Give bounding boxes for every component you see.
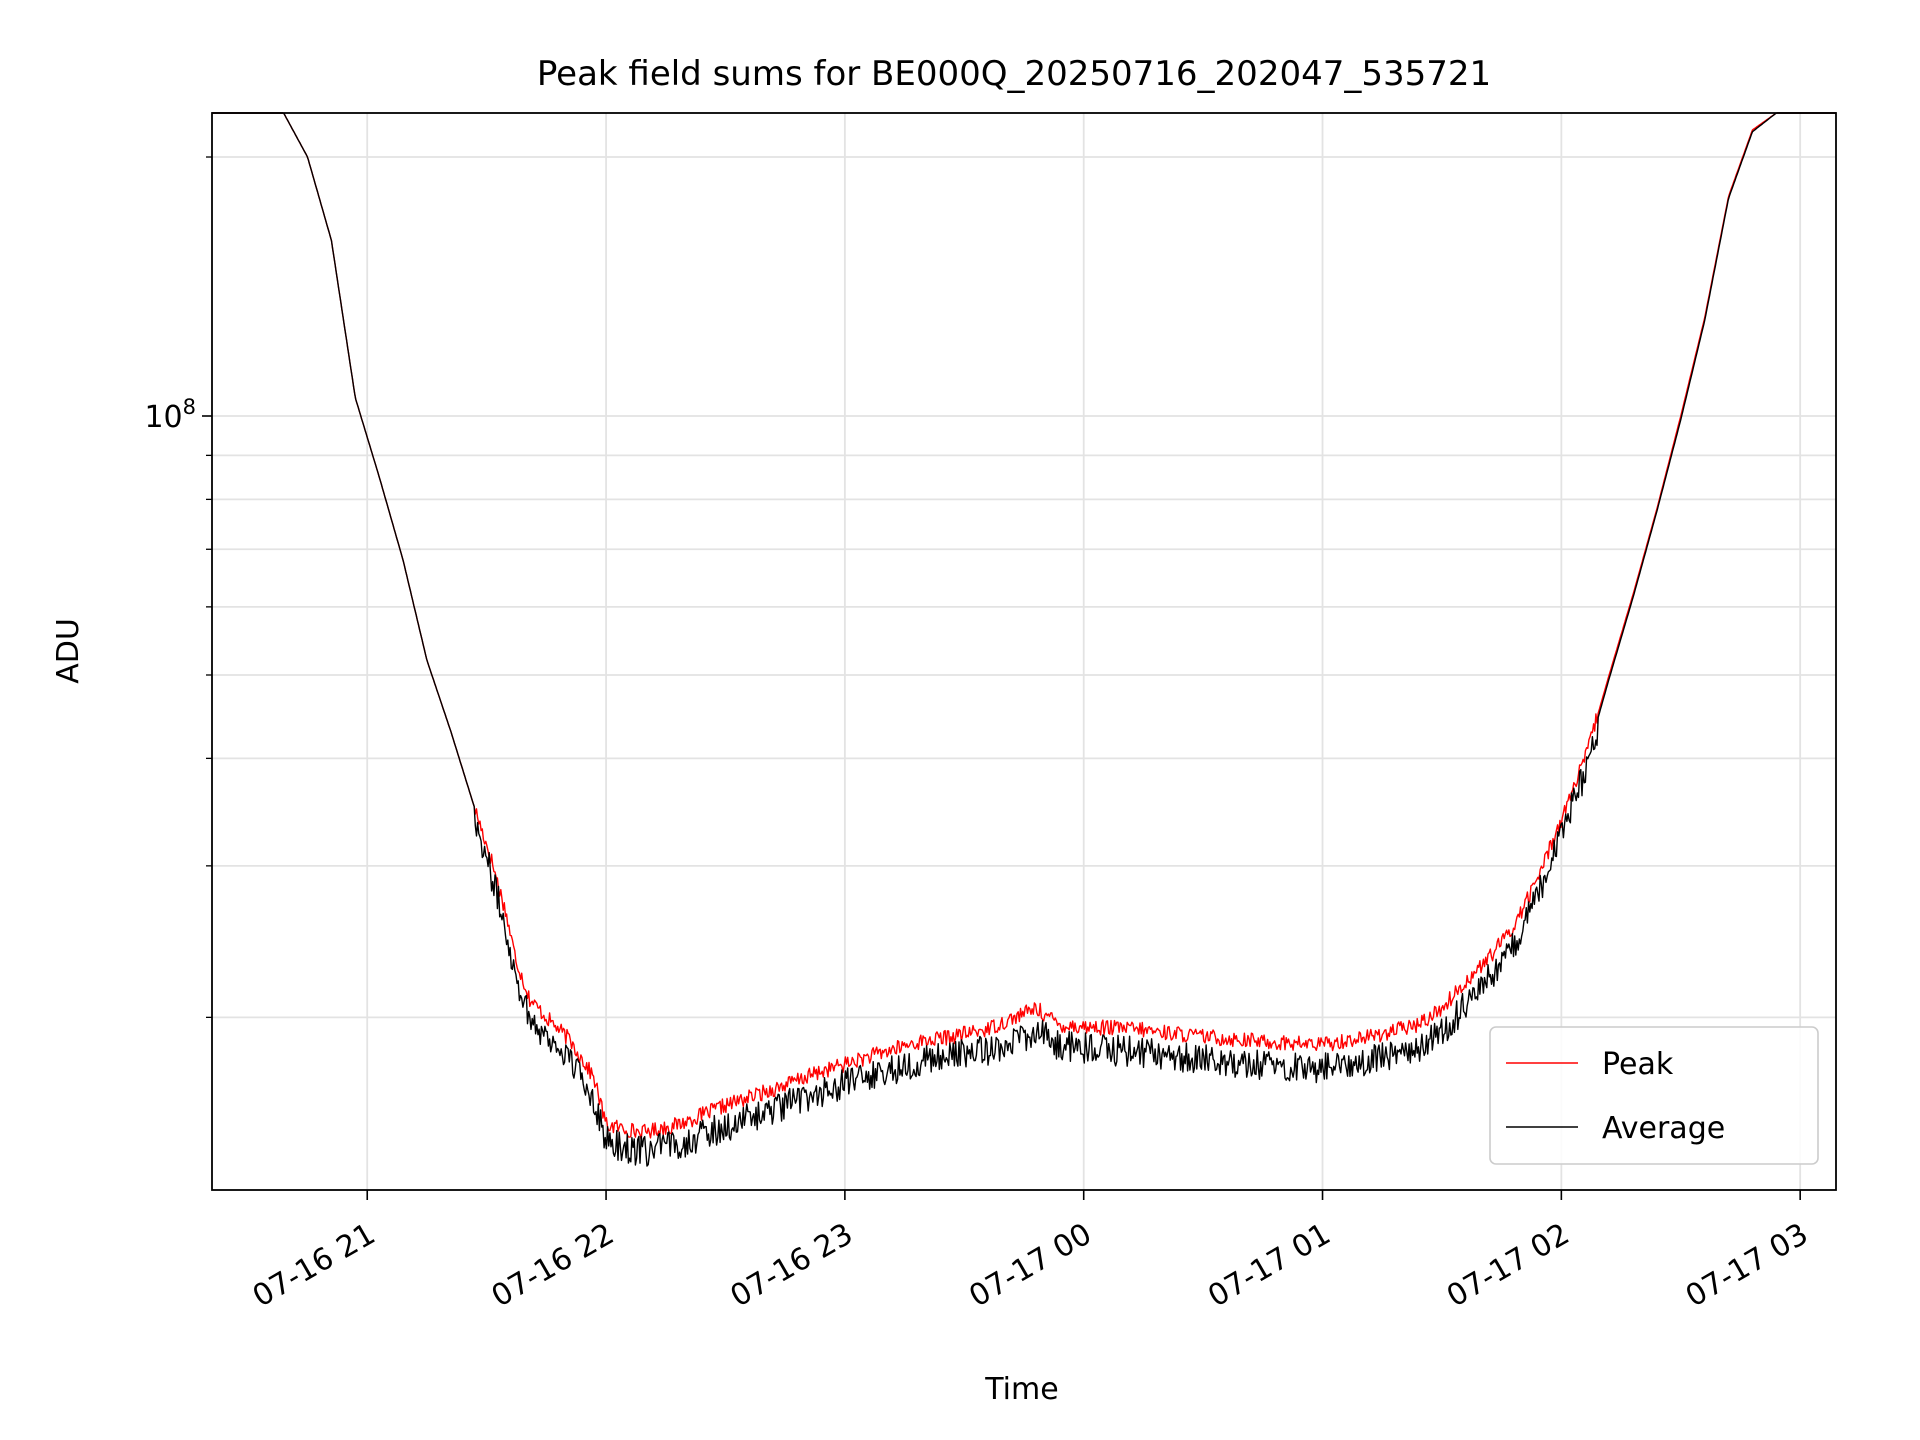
legend-label-peak: Peak [1602,1047,1674,1082]
series-line-peak [212,112,1836,1141]
legend-label-average: Average [1602,1111,1725,1146]
chart-title: Peak field sums for BE000Q_20250716_2020… [537,54,1491,94]
y-axis-label: ADU [51,618,86,684]
plot-frame [211,112,1837,1191]
y-tick-label-base: 10 [144,400,182,435]
y-tick-label: 108 [144,395,196,435]
legend-box [1489,1026,1819,1165]
series-line-average [212,112,1836,1167]
y-tick-label-exponent: 8 [183,395,196,419]
y-axis: 108 [144,156,212,1019]
series-layer [212,112,1836,1167]
grid [212,113,1836,1190]
x-axis-label: Time [984,1372,1058,1407]
legend: Peak Average [1489,1026,1819,1165]
